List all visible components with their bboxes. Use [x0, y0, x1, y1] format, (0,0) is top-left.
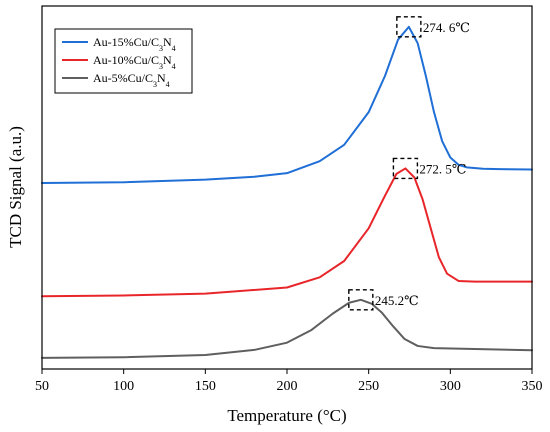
- x-tick-label: 100: [113, 379, 134, 394]
- series-line-3: [41, 298, 533, 359]
- y-axis-title: TCD Signal (a.u.): [6, 126, 25, 248]
- peak-annotations: 274. 6℃ 272. 5℃ 245.2℃: [348, 16, 470, 311]
- x-axis-title: Temperature (°C): [227, 406, 346, 425]
- series-line-2: [41, 167, 533, 298]
- x-tick-label: 50: [35, 379, 49, 394]
- legend-label: Au-15%Cu/C3N4: [93, 35, 176, 53]
- x-tick-label: 150: [195, 379, 216, 394]
- legend-label: Au-10%Cu/C3N4: [93, 53, 176, 71]
- peak-label: 245.2℃: [375, 293, 419, 308]
- x-tick-label: 300: [440, 379, 461, 394]
- peak-marker-box: [348, 289, 374, 311]
- peak-label: 272. 5℃: [419, 161, 466, 176]
- peak-marker-box: [392, 157, 419, 180]
- x-ticks: 50 100 150 200 250 300 350: [35, 369, 543, 394]
- legend-label: Au-5%Cu/C3N4: [93, 71, 170, 89]
- x-tick-label: 200: [277, 379, 298, 394]
- series-layer: [41, 25, 533, 359]
- peak-marker-box: [396, 16, 422, 38]
- peak-label: 274. 6℃: [423, 20, 470, 35]
- x-tick-label: 250: [358, 379, 379, 394]
- x-tick-label: 350: [522, 379, 543, 394]
- series-line-1: [41, 25, 533, 184]
